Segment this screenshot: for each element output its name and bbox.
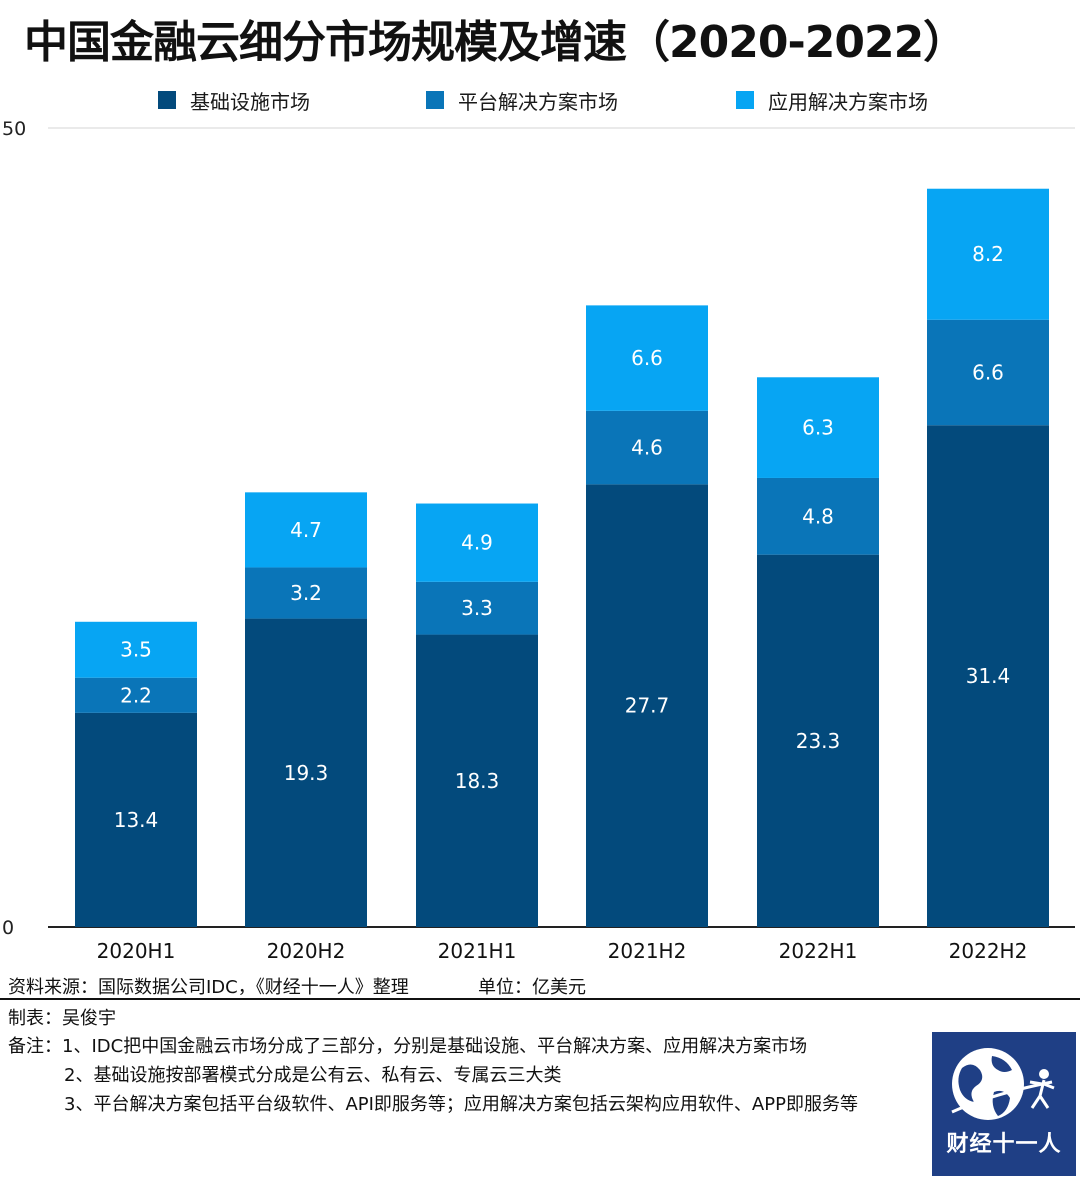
x-tick-label: 2021H1 xyxy=(438,939,517,963)
data-label-platform: 3.2 xyxy=(290,581,322,605)
data-label-infra: 31.4 xyxy=(966,664,1011,688)
remark-2: 2、基础设施按部署模式分成是公有云、私有云、专属云三大类 xyxy=(64,1065,562,1086)
bar-segment-infra xyxy=(245,618,367,927)
x-tick-label: 2020H2 xyxy=(267,939,346,963)
data-label-platform: 6.6 xyxy=(972,360,1004,384)
data-label-app: 6.6 xyxy=(631,346,663,370)
legend-item-infra: 基础设施市场 xyxy=(158,86,310,114)
data-label-infra: 23.3 xyxy=(796,729,841,753)
data-label-infra: 13.4 xyxy=(114,808,159,832)
bar-segment-platform xyxy=(75,677,197,713)
data-label-app: 6.3 xyxy=(802,416,834,440)
legend-item-app: 应用解决方案市场 xyxy=(736,86,928,114)
bar-segment-platform xyxy=(245,567,367,619)
data-label-infra: 18.3 xyxy=(455,769,500,793)
legend-swatch-app xyxy=(736,91,754,109)
data-label-app: 4.9 xyxy=(461,531,493,555)
bar-segment-app xyxy=(245,492,367,568)
bar-segment-platform xyxy=(416,581,538,635)
x-tick-label: 2020H1 xyxy=(97,939,176,963)
bar-segment-app xyxy=(757,377,879,478)
data-label-app: 8.2 xyxy=(972,242,1004,266)
chart-title: 中国金融云细分市场规模及增速（2020-2022） xyxy=(24,17,967,68)
y-tick-label: 50 xyxy=(2,118,26,140)
x-tick-label: 2021H2 xyxy=(608,939,687,963)
legend-label-platform: 平台解决方案市场 xyxy=(458,89,618,114)
bar-segment-infra xyxy=(757,554,879,927)
legend-swatch-platform xyxy=(426,91,444,109)
brand-logo: 财经十一人 xyxy=(932,1032,1076,1176)
data-label-infra: 19.3 xyxy=(284,761,329,785)
legend-swatch-infra xyxy=(158,91,176,109)
legend-item-platform: 平台解决方案市场 xyxy=(426,86,618,114)
bar-segment-app xyxy=(586,305,708,411)
bar-segment-app xyxy=(75,621,197,678)
logo-label: 财经十一人 xyxy=(946,1132,1062,1157)
remark-3: 3、平台解决方案包括平台级软件、API即服务等；应用解决方案包括云架构应用软件、… xyxy=(64,1094,858,1115)
x-tick-label: 2022H2 xyxy=(949,939,1028,963)
bar-segment-infra xyxy=(586,484,708,927)
x-tick-label: 2022H1 xyxy=(779,939,858,963)
data-label-platform: 4.6 xyxy=(631,436,663,460)
bar-segment-platform xyxy=(757,477,879,555)
legend-label-app: 应用解决方案市场 xyxy=(768,89,928,114)
data-label-app: 3.5 xyxy=(120,638,152,662)
data-label-app: 4.7 xyxy=(290,518,322,542)
source-note: 资料来源：国际数据公司IDC，《财经十一人》整理 xyxy=(8,977,409,998)
bar-segment-app xyxy=(416,503,538,582)
legend-label-infra: 基础设施市场 xyxy=(190,89,310,114)
globe-icon xyxy=(951,1048,1055,1120)
bar-segment-platform xyxy=(927,319,1049,426)
stacked-bar-chart: 50 0 13.4 2.2 3.5 2020H1 19.3 3.2 4.7 2020H2 18.3 3… xyxy=(2,118,1075,963)
bar-segment-app xyxy=(927,188,1049,320)
remark-1: 备注：1、IDC把中国金融云市场分成了三部分，分别是基础设施、平台解决方案、应用… xyxy=(8,1036,808,1057)
data-label-platform: 4.8 xyxy=(802,504,834,528)
bar-segment-infra xyxy=(75,712,197,927)
bar-segment-infra xyxy=(416,634,538,927)
unit-note: 单位：亿美元 xyxy=(478,977,586,998)
data-label-platform: 3.3 xyxy=(461,596,493,620)
data-label-infra: 27.7 xyxy=(625,694,670,718)
data-label-platform: 2.2 xyxy=(120,683,152,707)
bar-segment-platform xyxy=(586,410,708,485)
y-tick-label: 0 xyxy=(2,917,14,939)
maker-note: 制表：吴俊宇 xyxy=(8,1008,116,1029)
bar-segment-infra xyxy=(927,425,1049,927)
footer-divider xyxy=(0,998,1080,1000)
